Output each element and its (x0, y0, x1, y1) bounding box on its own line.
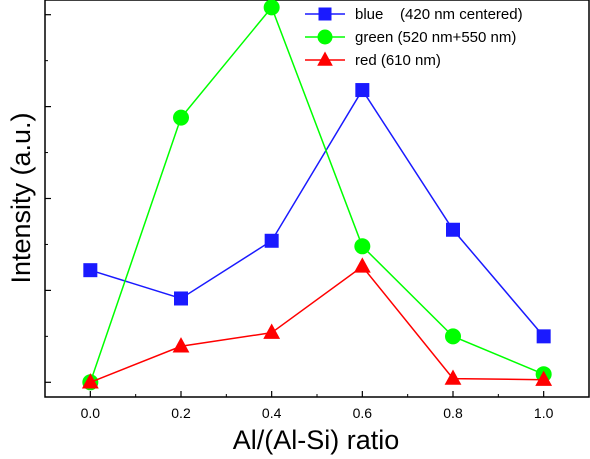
legend-marker (317, 29, 333, 45)
series-line (89, 5, 544, 383)
x-tick-label: 0.2 (171, 405, 191, 421)
legend-marker (317, 51, 333, 66)
legend-label: blue (420 nm centered) (355, 6, 523, 23)
x-tick-label: 0.6 (353, 405, 373, 421)
series-line (90, 265, 544, 383)
data-point (174, 291, 188, 306)
x-axis-title: Al/(Al-Si) ratio (233, 425, 400, 455)
data-point (446, 222, 460, 237)
data-point (263, 323, 281, 339)
y-axis-title: Intensity (a.u.) (6, 112, 36, 283)
x-tick-label: 1.0 (534, 405, 554, 421)
legend: blue (420 nm centered) green (520 nm+550 … (305, 6, 523, 69)
data-point (353, 257, 371, 273)
x-tick-label: 0.0 (81, 405, 101, 421)
legend-label: red (610 nm) (355, 52, 441, 69)
series-layer (81, 0, 553, 391)
data-point (354, 238, 371, 255)
series-line (90, 88, 545, 337)
data-point (83, 263, 98, 278)
legend-marker (318, 7, 332, 21)
data-point (172, 337, 190, 353)
data-point (535, 370, 553, 386)
x-axis-ticks: 0.0 0.2 0.4 0.6 0.8 1.0 (81, 391, 554, 421)
data-point (355, 83, 370, 98)
data-point (444, 369, 462, 385)
data-point (81, 373, 99, 389)
series-circle (82, 0, 552, 391)
data-point (263, 0, 280, 16)
x-tick-label: 0.8 (443, 405, 463, 421)
series-triangle (81, 257, 553, 389)
data-point (173, 109, 189, 126)
legend-label: green (520 nm+550 nm) (355, 29, 516, 46)
data-point (445, 328, 461, 345)
x-tick-label: 0.4 (262, 405, 282, 421)
series-square (83, 83, 551, 344)
y-axis-ticks (45, 14, 51, 383)
data-point (536, 329, 551, 344)
data-point (264, 233, 279, 248)
